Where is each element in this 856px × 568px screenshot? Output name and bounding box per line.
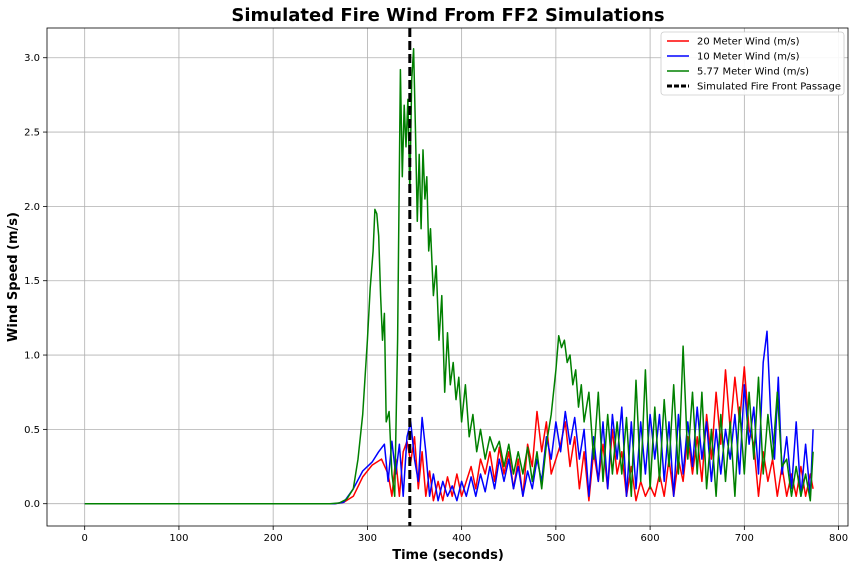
legend: 20 Meter Wind (m/s) 10 Meter Wind (m/s) 5.… bbox=[660, 31, 845, 96]
legend-label: 20 Meter Wind (m/s) bbox=[697, 37, 800, 48]
y-tick-label: 2.0 bbox=[24, 202, 40, 213]
legend-label: 10 Meter Wind (m/s) bbox=[697, 52, 800, 63]
x-tick-label: 200 bbox=[264, 533, 283, 544]
y-axis-ticks: 0.0 0.5 1.0 1.5 2.0 2.5 3.0 bbox=[24, 53, 47, 510]
y-tick-label: 3.0 bbox=[24, 53, 40, 64]
chart-title: Simulated Fire Wind From FF2 Simulations bbox=[231, 5, 664, 26]
legend-box bbox=[660, 31, 845, 96]
series-line-1 bbox=[84, 366, 814, 505]
plot-area bbox=[46, 27, 849, 527]
x-tick-label: 300 bbox=[358, 533, 377, 544]
x-axis-label: Time (seconds) bbox=[392, 548, 504, 563]
x-gridlines bbox=[84, 28, 839, 526]
x-axis-ticks: 0 100 200 300 400 500 600 700 800 bbox=[82, 526, 848, 544]
x-tick-label: 800 bbox=[829, 533, 848, 544]
legend-label: 5.77 Meter Wind (m/s) bbox=[697, 67, 809, 78]
x-tick-label: 0 bbox=[82, 533, 88, 544]
x-tick-label: 600 bbox=[641, 533, 660, 544]
series-line-3 bbox=[84, 48, 814, 505]
plot-frame bbox=[46, 27, 849, 527]
y-tick-label: 2.5 bbox=[24, 128, 40, 139]
y-tick-label: 1.0 bbox=[24, 351, 40, 362]
y-tick-label: 1.5 bbox=[24, 276, 40, 287]
legend-label: Simulated Fire Front Passage bbox=[697, 82, 841, 93]
y-tick-label: 0.0 bbox=[24, 499, 40, 510]
y-axis-label: Wind Speed (m/s) bbox=[6, 212, 21, 342]
x-tick-label: 500 bbox=[546, 533, 565, 544]
x-tick-label: 100 bbox=[169, 533, 188, 544]
y-tick-label: 0.5 bbox=[24, 425, 40, 436]
series-layer bbox=[84, 48, 814, 505]
x-tick-label: 700 bbox=[735, 533, 754, 544]
series-line-2 bbox=[84, 330, 814, 505]
x-tick-label: 400 bbox=[452, 533, 471, 544]
